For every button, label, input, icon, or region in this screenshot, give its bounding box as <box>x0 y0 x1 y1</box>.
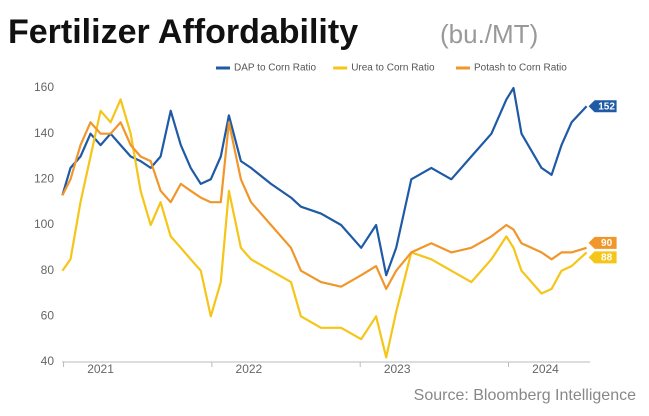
series-line <box>61 98 588 359</box>
end-label: 152 <box>598 101 615 112</box>
chart-subtitle: (bu./MT) <box>440 19 538 49</box>
end-tag <box>588 236 617 249</box>
legend-label: DAP to Corn Ratio <box>234 63 317 74</box>
end-label: 88 <box>601 253 613 264</box>
y-tick-label: 100 <box>34 217 54 231</box>
y-tick-label: 140 <box>34 126 54 140</box>
y-tick-label: 60 <box>41 309 55 323</box>
legend-label: Potash to Corn Ratio <box>474 63 567 74</box>
chart-title: Fertilizer Affordability <box>8 13 358 51</box>
source: Source: Bloomberg Intelligence <box>414 387 636 404</box>
y-tick-label: 80 <box>41 263 55 277</box>
series-line <box>61 86 588 277</box>
end-tag <box>588 251 617 264</box>
x-tick-label: 2022 <box>236 362 263 376</box>
end-tag <box>588 100 617 113</box>
y-tick-label: 160 <box>34 80 54 94</box>
series-line <box>61 121 587 290</box>
x-tick-label: 2023 <box>384 362 411 376</box>
x-tick-label: 2021 <box>87 362 114 376</box>
x-tick-label: 2024 <box>532 362 559 376</box>
y-tick-label: 120 <box>34 172 54 186</box>
end-label: 90 <box>601 238 613 249</box>
legend-label: Urea to Corn Ratio <box>351 63 435 74</box>
y-tick-label: 40 <box>41 354 55 368</box>
